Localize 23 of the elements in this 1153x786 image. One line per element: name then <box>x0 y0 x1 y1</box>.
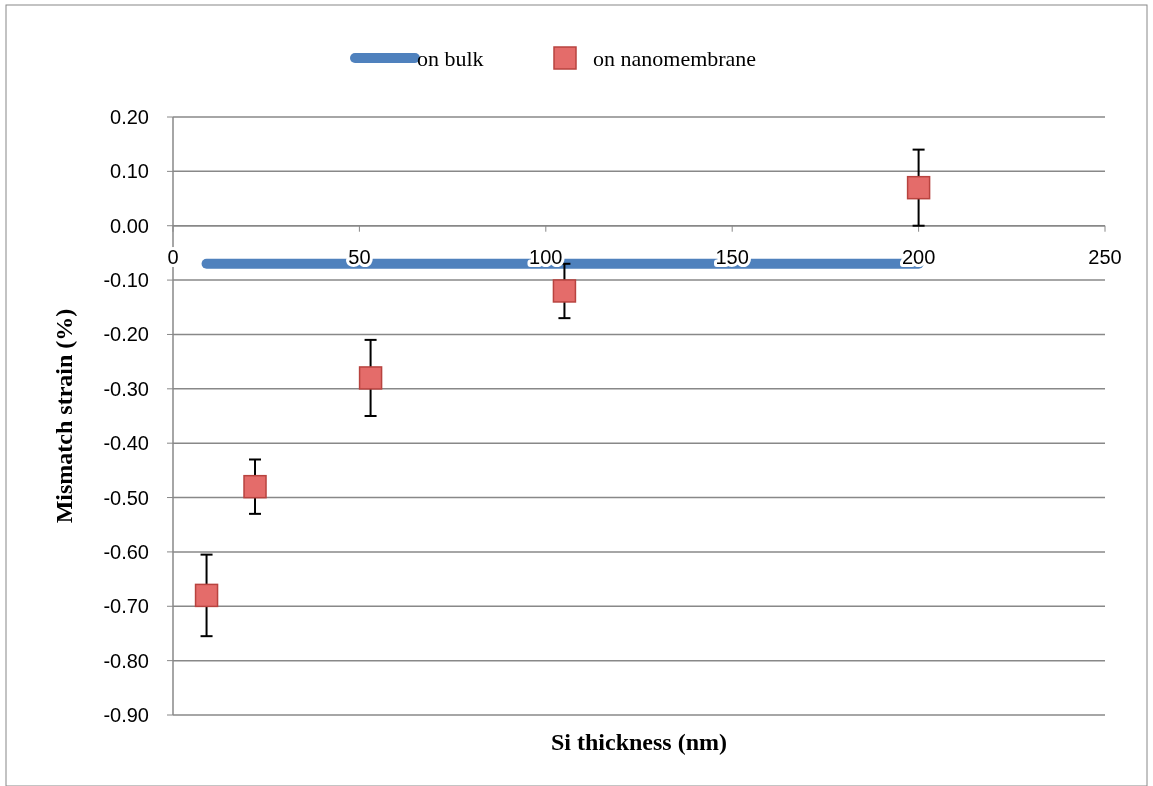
point <box>243 474 267 499</box>
y-tick-label: -0.50 <box>103 486 149 509</box>
point <box>194 583 219 608</box>
y-tick-label: -0.10 <box>103 269 149 292</box>
y-tick-label: 0.20 <box>110 106 149 128</box>
y-tick-label: -0.70 <box>103 595 149 618</box>
y-tick-label: -0.90 <box>103 704 149 726</box>
y-tick-label: -0.80 <box>103 649 149 672</box>
y-axis-title: Mismatch strain (%) <box>51 308 77 524</box>
x-tick-label: 250 <box>1088 245 1122 268</box>
legend-label: on bulk <box>417 45 484 71</box>
y-tick-label: -0.20 <box>103 323 149 346</box>
x-tick-label: 0 <box>167 245 179 268</box>
x-axis-title: Si thickness (nm) <box>550 729 728 755</box>
point <box>552 279 577 303</box>
y-tick-label: 0.10 <box>110 160 149 183</box>
legend-label: on nanomembrane <box>593 45 757 71</box>
y-tick-label: -0.40 <box>103 432 149 455</box>
y-tick-label: -0.30 <box>103 377 149 400</box>
point <box>358 366 383 390</box>
y-tick-label: -0.60 <box>103 540 149 563</box>
point <box>906 175 931 200</box>
y-tick-label: 0.00 <box>110 214 149 237</box>
